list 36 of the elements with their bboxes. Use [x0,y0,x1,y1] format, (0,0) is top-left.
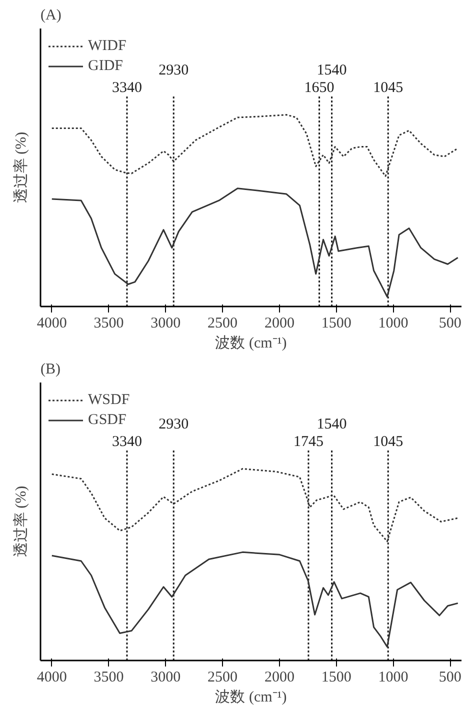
x-tick-label: 2000 [264,316,294,332]
chart-title: (B) [40,362,60,378]
x-axis-title: 波数 (cm⁻¹) [215,688,287,706]
legend-label: WSDF [88,392,130,408]
x-tick-label: 500 [438,670,462,686]
legend-label: GIDF [88,58,124,74]
ref-line-label: 1650 [304,80,334,96]
x-tick-label: 4000 [36,670,67,686]
x-tick-label: 500 [438,316,462,332]
ref-line-label: 1745 [293,434,324,450]
chart-title: (A) [40,8,62,24]
ref-line-label: 3340 [112,80,142,96]
x-tick-label: 2500 [208,316,238,332]
ref-line-label: 2930 [158,62,189,79]
legend-label: WIDF [88,38,126,54]
ref-line-label: 2930 [158,416,189,433]
ref-line-label: 1540 [316,62,347,79]
x-tick-label: 3000 [150,316,181,332]
ref-line-label: 1045 [373,434,404,450]
x-tick-label: 1000 [378,316,408,332]
y-axis-title: 透过率 (%) [12,486,30,558]
x-tick-label: 3000 [150,670,181,686]
x-tick-label: 2000 [264,670,294,686]
legend-label: GSDF [88,412,126,428]
y-axis-title: 透过率 (%) [12,132,30,204]
x-tick-label: 1500 [321,316,352,332]
x-tick-label: 1000 [378,670,408,686]
ref-line-label: 3340 [112,434,142,450]
ref-line-label: 1045 [373,80,404,96]
x-tick-label: 2500 [208,670,238,686]
x-axis-title: 波数 (cm⁻¹) [215,334,287,352]
x-tick-label: 1500 [321,670,352,686]
ref-line-label: 1540 [316,416,347,433]
x-tick-label: 3500 [94,670,124,686]
x-tick-label: 4000 [36,316,67,332]
x-tick-label: 3500 [94,316,124,332]
